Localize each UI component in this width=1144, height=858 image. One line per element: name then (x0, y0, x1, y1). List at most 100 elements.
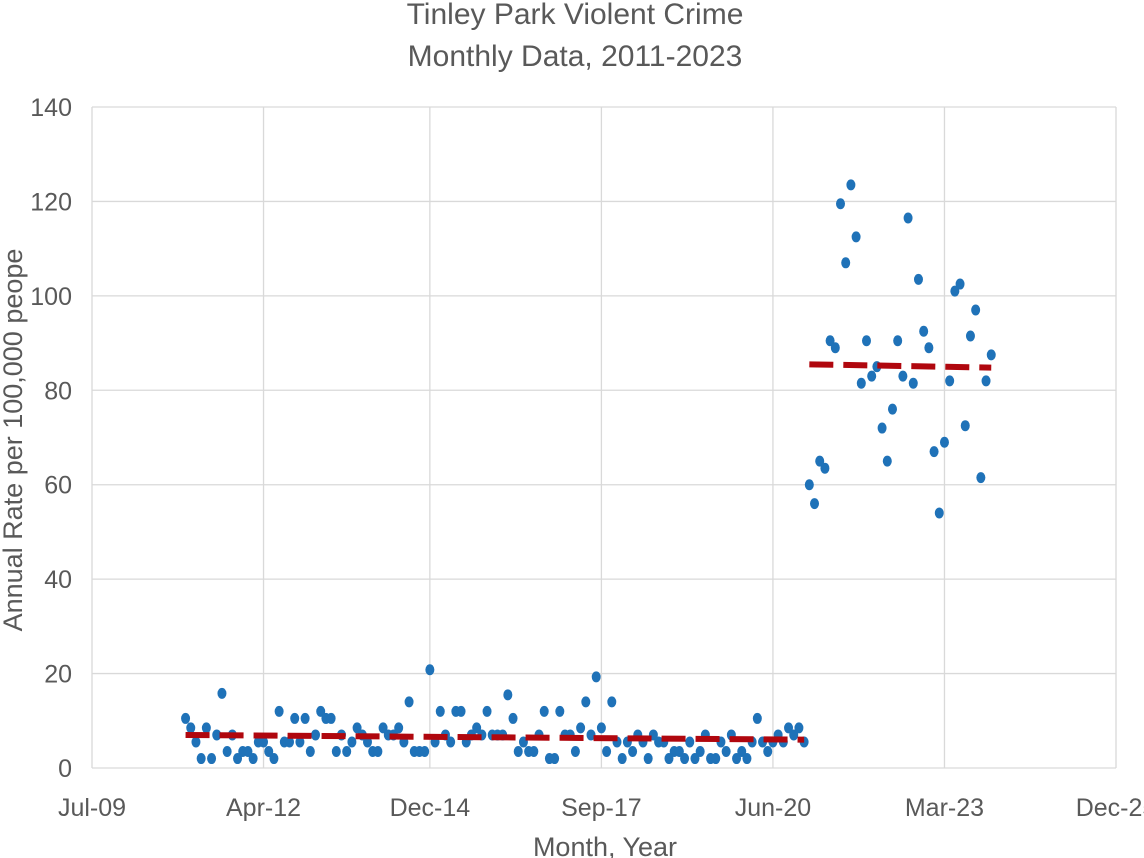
trendlines (185, 361, 992, 743)
data-point (851, 231, 861, 243)
y-tick-label: 100 (30, 283, 72, 311)
y-axis-title: Annual Rate per 100,000 peope (0, 249, 28, 632)
data-point (960, 420, 970, 432)
data-point (378, 722, 388, 734)
data-point (732, 753, 742, 765)
data-point (789, 729, 799, 741)
data-point (513, 745, 523, 757)
data-point (550, 753, 560, 765)
data-point (820, 462, 830, 474)
x-axis-title: Month, Year (533, 832, 677, 858)
data-point (939, 436, 949, 448)
data-point (352, 722, 362, 734)
data-point (752, 712, 762, 724)
data-point (394, 722, 404, 734)
data-point (274, 705, 284, 717)
data-point (539, 705, 549, 717)
data-point (882, 455, 892, 467)
data-point (222, 745, 232, 757)
data-point (981, 375, 991, 387)
data-point (607, 696, 617, 708)
data-point (929, 446, 939, 458)
data-point (248, 753, 258, 765)
x-tick-label: Dec-14 (390, 794, 471, 822)
data-point (482, 705, 492, 717)
data-point (784, 722, 794, 734)
y-tick-label: 120 (30, 188, 72, 216)
gridlines (91, 106, 1117, 769)
data-point (300, 712, 310, 724)
data-point (331, 745, 341, 757)
data-point (212, 729, 222, 741)
y-tick-label: 60 (44, 472, 72, 500)
data-point (913, 273, 923, 285)
x-tick-label: Mar-23 (905, 794, 984, 822)
data-point (628, 745, 638, 757)
data-point (804, 479, 814, 491)
trendline (185, 731, 805, 743)
data-point (269, 753, 279, 765)
data-point (898, 370, 908, 382)
x-tick-label: Dec-25 (1076, 794, 1144, 822)
data-point (404, 696, 414, 708)
data-point (586, 729, 596, 741)
data-point (233, 753, 243, 765)
data-point (529, 745, 539, 757)
x-tick-label: Sep-17 (561, 794, 642, 822)
data-point (316, 705, 326, 717)
y-tick-label: 140 (30, 94, 72, 122)
data-point (664, 753, 674, 765)
data-point (508, 712, 518, 724)
data-point (373, 745, 383, 757)
data-point (836, 198, 846, 210)
data-point (680, 753, 690, 765)
y-tick-label: 20 (44, 661, 72, 689)
data-point (965, 330, 975, 342)
data-point (887, 403, 897, 415)
data-point (347, 736, 357, 748)
trendline (809, 361, 992, 371)
data-point (685, 736, 695, 748)
data-point (576, 722, 586, 734)
data-point (861, 335, 871, 347)
data-point (841, 257, 851, 269)
data-point (435, 705, 445, 717)
data-point (763, 745, 773, 757)
data-point (919, 325, 929, 337)
data-point (425, 664, 435, 676)
data-point (290, 712, 300, 724)
y-tick-label: 40 (44, 566, 72, 594)
data-point (815, 455, 825, 467)
data-point (196, 753, 206, 765)
data-point (259, 736, 269, 748)
data-point (908, 377, 918, 389)
data-point (581, 696, 591, 708)
data-point (986, 349, 996, 361)
data-point (201, 722, 211, 734)
data-point (856, 377, 866, 389)
data-point (893, 335, 903, 347)
y-axis-ticks: 0 20 40 60 80 100 120 140 (30, 94, 72, 783)
data-point (643, 753, 653, 765)
data-point (602, 745, 612, 757)
data-point (742, 753, 752, 765)
data-point (934, 507, 944, 519)
data-point (456, 705, 466, 717)
data-point (617, 753, 627, 765)
data-point (503, 689, 513, 701)
data-point (326, 712, 336, 724)
data-point (217, 687, 227, 699)
y-tick-label: 80 (44, 377, 72, 405)
data-point (295, 736, 305, 748)
data-point (446, 736, 456, 748)
data-point (207, 753, 217, 765)
data-point (591, 671, 601, 683)
data-point (555, 705, 565, 717)
data-points (181, 179, 996, 765)
data-point (181, 712, 191, 724)
data-point (264, 745, 274, 757)
data-point (810, 498, 820, 510)
chart-title: Tinley Park Violent Crime (407, 0, 744, 31)
data-point (950, 285, 960, 297)
